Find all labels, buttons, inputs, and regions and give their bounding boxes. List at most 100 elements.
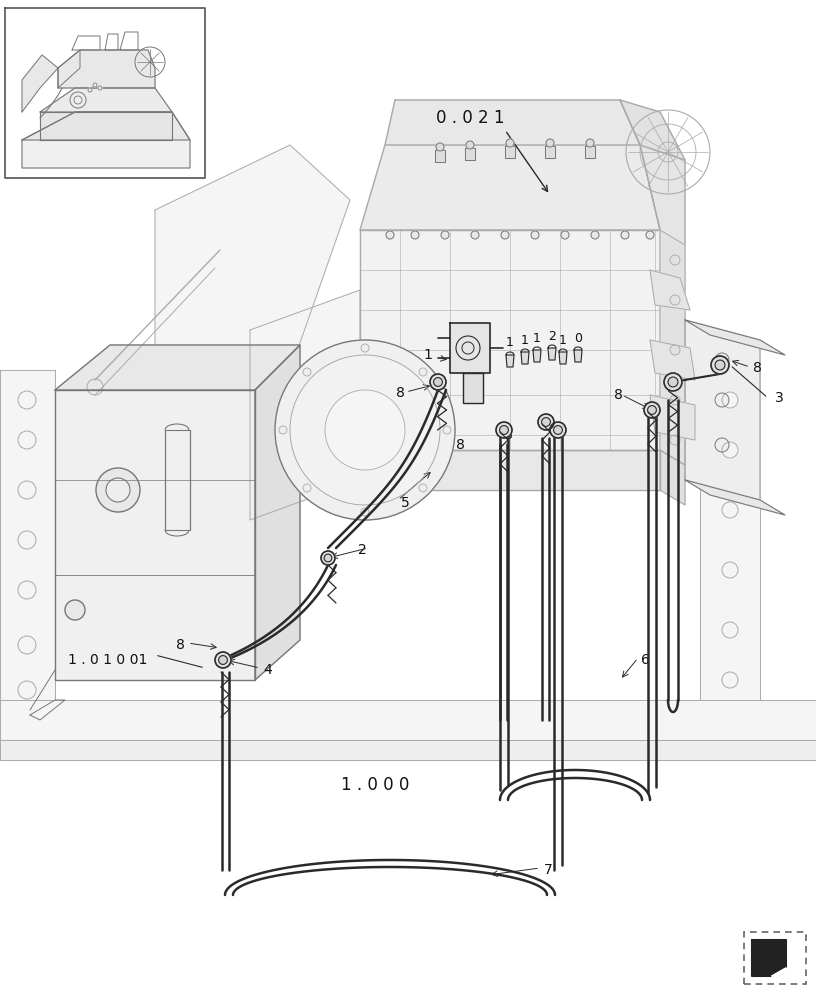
Text: 2: 2 bbox=[357, 543, 366, 557]
Circle shape bbox=[506, 139, 514, 147]
Circle shape bbox=[670, 395, 680, 405]
Text: 1: 1 bbox=[559, 334, 567, 347]
Circle shape bbox=[436, 143, 444, 151]
Polygon shape bbox=[250, 290, 360, 520]
Circle shape bbox=[542, 418, 551, 426]
Polygon shape bbox=[685, 320, 785, 355]
Polygon shape bbox=[255, 345, 300, 680]
Polygon shape bbox=[22, 112, 190, 168]
Polygon shape bbox=[155, 145, 350, 450]
Circle shape bbox=[538, 414, 554, 430]
Polygon shape bbox=[58, 50, 155, 88]
Circle shape bbox=[722, 442, 738, 458]
Circle shape bbox=[443, 426, 451, 434]
Polygon shape bbox=[548, 348, 556, 360]
Text: 4: 4 bbox=[264, 663, 273, 677]
Circle shape bbox=[591, 231, 599, 239]
Circle shape bbox=[324, 554, 332, 562]
Circle shape bbox=[668, 377, 678, 387]
Text: 1: 1 bbox=[424, 348, 432, 362]
Polygon shape bbox=[40, 88, 172, 112]
Circle shape bbox=[88, 88, 92, 92]
Polygon shape bbox=[450, 323, 490, 373]
Circle shape bbox=[18, 681, 36, 699]
Polygon shape bbox=[640, 145, 685, 465]
Circle shape bbox=[361, 508, 369, 516]
Polygon shape bbox=[22, 112, 190, 140]
Circle shape bbox=[670, 295, 680, 305]
Polygon shape bbox=[0, 370, 55, 700]
Circle shape bbox=[586, 139, 594, 147]
Circle shape bbox=[670, 435, 680, 445]
Circle shape bbox=[501, 231, 509, 239]
Text: 5: 5 bbox=[401, 496, 410, 510]
Text: 8: 8 bbox=[752, 361, 761, 375]
Circle shape bbox=[65, 600, 85, 620]
Circle shape bbox=[546, 139, 554, 147]
Circle shape bbox=[419, 368, 427, 376]
Circle shape bbox=[670, 255, 680, 265]
Polygon shape bbox=[559, 352, 567, 364]
Polygon shape bbox=[533, 350, 541, 362]
Text: 0: 0 bbox=[574, 332, 582, 344]
Polygon shape bbox=[685, 480, 785, 515]
Polygon shape bbox=[650, 270, 690, 310]
Circle shape bbox=[411, 231, 419, 239]
Polygon shape bbox=[685, 320, 760, 500]
Polygon shape bbox=[465, 148, 475, 160]
Text: 3: 3 bbox=[775, 391, 783, 405]
Circle shape bbox=[722, 502, 738, 518]
Circle shape bbox=[722, 392, 738, 408]
Circle shape bbox=[561, 231, 569, 239]
Circle shape bbox=[430, 374, 446, 390]
Circle shape bbox=[621, 231, 629, 239]
Polygon shape bbox=[650, 340, 695, 380]
Circle shape bbox=[219, 656, 228, 664]
Circle shape bbox=[18, 531, 36, 549]
Text: 8: 8 bbox=[396, 386, 405, 400]
Circle shape bbox=[553, 426, 562, 434]
Polygon shape bbox=[360, 230, 660, 450]
Polygon shape bbox=[0, 700, 816, 740]
Circle shape bbox=[325, 390, 405, 470]
Circle shape bbox=[644, 402, 660, 418]
Text: 8: 8 bbox=[503, 428, 512, 442]
Circle shape bbox=[18, 581, 36, 599]
Polygon shape bbox=[752, 940, 786, 976]
Circle shape bbox=[18, 481, 36, 499]
Polygon shape bbox=[545, 146, 555, 158]
Polygon shape bbox=[505, 146, 515, 158]
Text: 2: 2 bbox=[548, 330, 556, 342]
Text: 8: 8 bbox=[614, 388, 623, 402]
Circle shape bbox=[18, 391, 36, 409]
Circle shape bbox=[321, 551, 335, 565]
Circle shape bbox=[106, 478, 130, 502]
Circle shape bbox=[722, 622, 738, 638]
Polygon shape bbox=[574, 350, 582, 362]
Text: 1 . 0 0 0: 1 . 0 0 0 bbox=[341, 776, 409, 794]
Text: 0 . 0 2 1: 0 . 0 2 1 bbox=[436, 109, 504, 127]
Circle shape bbox=[711, 356, 729, 374]
Circle shape bbox=[499, 426, 508, 434]
Polygon shape bbox=[0, 740, 816, 760]
Circle shape bbox=[496, 422, 512, 438]
Circle shape bbox=[471, 231, 479, 239]
Circle shape bbox=[433, 378, 442, 386]
Circle shape bbox=[466, 141, 474, 149]
Circle shape bbox=[215, 652, 231, 668]
Polygon shape bbox=[772, 968, 786, 976]
Circle shape bbox=[18, 431, 36, 449]
Circle shape bbox=[646, 231, 654, 239]
Text: 6: 6 bbox=[641, 653, 650, 667]
Circle shape bbox=[70, 92, 86, 108]
Circle shape bbox=[715, 393, 729, 407]
Text: 8: 8 bbox=[455, 438, 464, 452]
Circle shape bbox=[93, 83, 97, 87]
Text: 1: 1 bbox=[506, 336, 514, 350]
Polygon shape bbox=[435, 150, 445, 162]
Circle shape bbox=[531, 231, 539, 239]
Circle shape bbox=[550, 422, 566, 438]
Polygon shape bbox=[40, 112, 172, 140]
Polygon shape bbox=[700, 370, 760, 700]
Circle shape bbox=[96, 468, 140, 512]
